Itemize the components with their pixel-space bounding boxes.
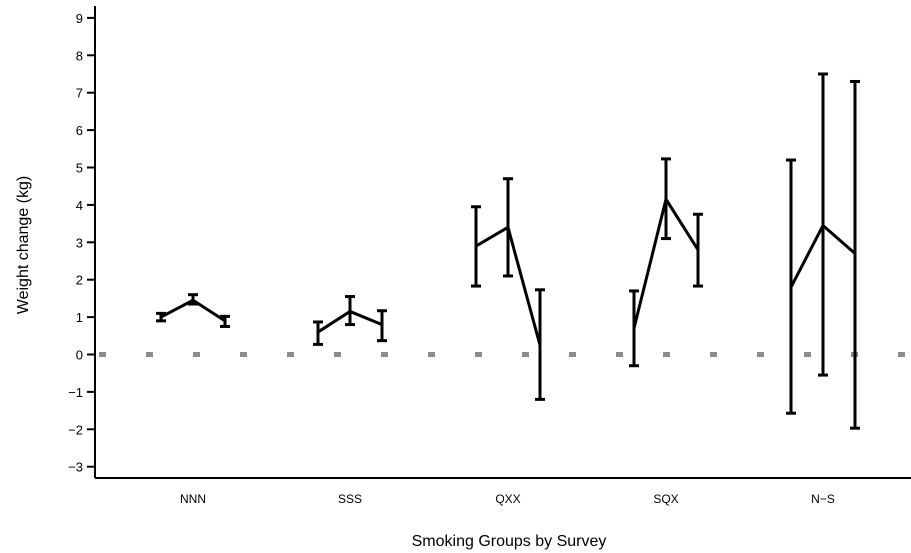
x-category-labels: NNN SSS QXX SQX N−S: [180, 492, 835, 506]
y-tick-label: 8: [76, 48, 83, 63]
y-tick-label: −1: [68, 385, 83, 400]
y-tick-label: 0: [76, 348, 83, 363]
error-bar: [156, 311, 166, 323]
error-bar: [471, 205, 481, 288]
error-bar: [629, 289, 639, 368]
group-N−S: [786, 72, 860, 430]
y-tick-label: −3: [68, 460, 83, 475]
y-tick-label: 4: [76, 198, 83, 213]
y-tick-label: 3: [76, 235, 83, 250]
error-bar: [786, 158, 796, 415]
series-layer: [156, 72, 860, 430]
y-tick-label: 6: [76, 123, 83, 138]
error-bar: [818, 72, 828, 377]
y-tick-label: −2: [68, 422, 83, 437]
error-bar: [693, 212, 703, 288]
x-category-label: N−S: [811, 492, 835, 506]
x-category-label: SSS: [338, 492, 362, 506]
x-category-label: NNN: [180, 492, 206, 506]
x-axis-title: Smoking Groups by Survey: [412, 533, 607, 550]
y-ticks: −3 −2 −1 0 1 2 3 4 5 6 7 8 9: [68, 11, 95, 475]
group-NNN: [156, 293, 230, 328]
error-bar: [313, 320, 323, 346]
x-category-label: QXX: [495, 492, 520, 506]
error-bar: [503, 177, 513, 278]
y-tick-label: 7: [76, 86, 83, 101]
y-axis-title: Weight change (kg): [15, 176, 32, 314]
error-bar: [377, 309, 387, 343]
error-bar: [535, 288, 545, 401]
x-category-label: SQX: [653, 492, 678, 506]
y-tick-label: 9: [76, 11, 83, 26]
error-bar: [850, 79, 860, 430]
error-bar: [345, 295, 355, 327]
y-tick-label: 2: [76, 273, 83, 288]
error-bar: [188, 293, 198, 306]
y-tick-label: 1: [76, 310, 83, 325]
axes-layer: [94, 6, 911, 479]
group-SQX: [629, 157, 703, 368]
y-tick-label: 5: [76, 161, 83, 176]
group-QXX: [471, 177, 545, 401]
error-bar: [661, 157, 671, 241]
group-SSS: [313, 295, 387, 346]
error-bar: [220, 314, 230, 328]
